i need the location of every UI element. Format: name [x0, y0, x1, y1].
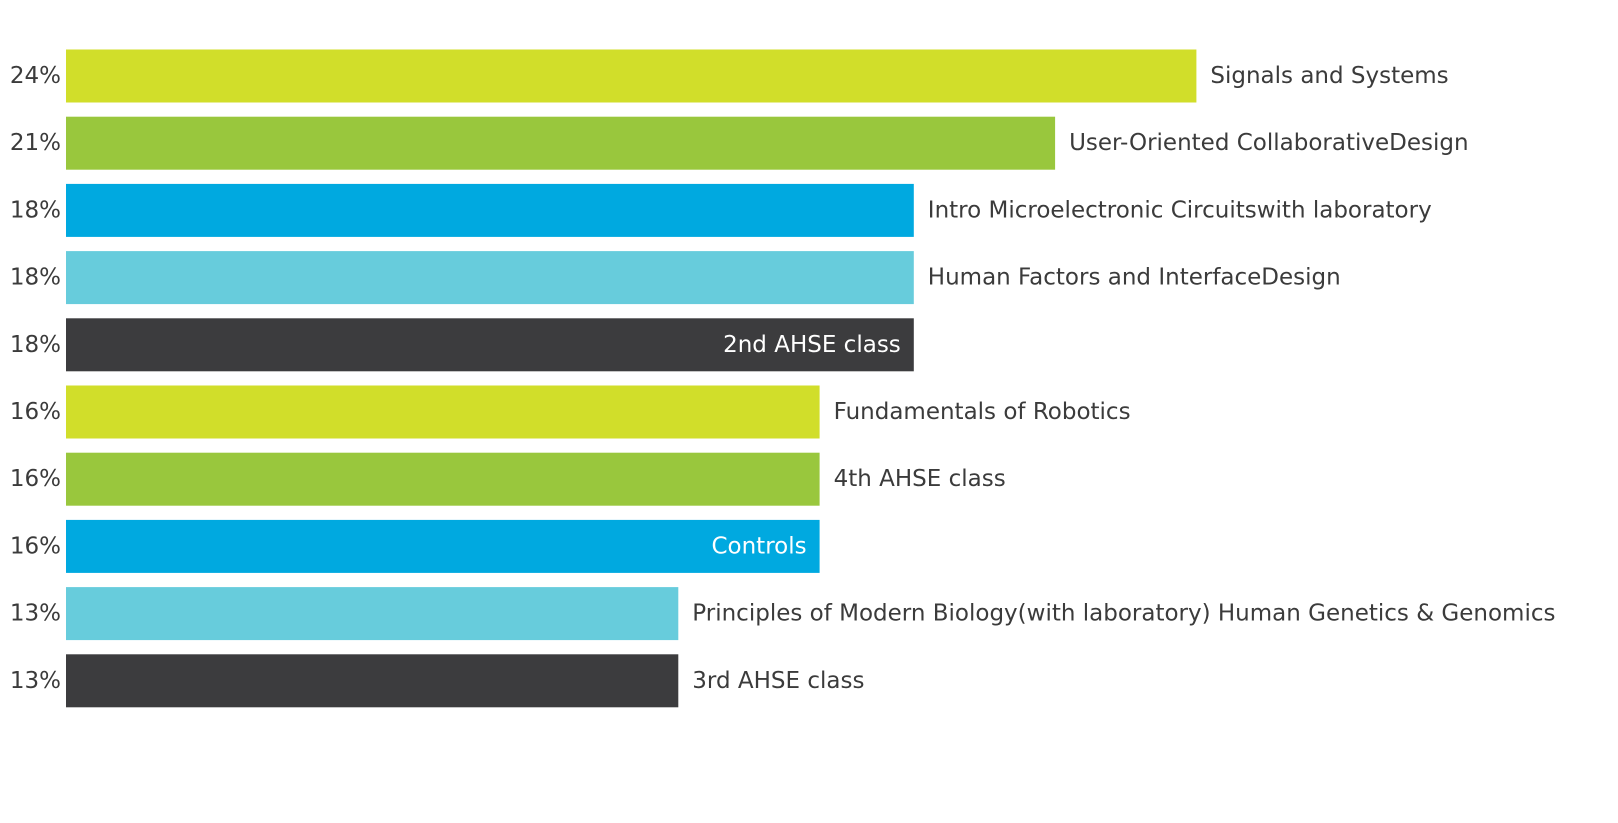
value-label: 24%: [10, 63, 61, 89]
bar-row: 16% Fundamentals of Robotics: [10, 385, 1131, 439]
category-label: Signals and Systems: [1210, 63, 1448, 89]
bar-row: 18% Human Factors and InterfaceDesign: [10, 251, 1341, 305]
bar: [66, 519, 820, 573]
value-label: 18%: [10, 332, 61, 358]
bar: [66, 251, 914, 305]
category-label: Controls: [711, 533, 806, 559]
bar: [66, 183, 914, 237]
bar-row: 13% 3rd AHSE class: [10, 654, 864, 708]
category-label: Intro Microelectronic Circuitswith labor…: [928, 197, 1432, 223]
value-label: 13%: [10, 668, 61, 694]
category-label: User-Oriented CollaborativeDesign: [1069, 130, 1468, 156]
category-label: 3rd AHSE class: [692, 668, 864, 694]
value-label: 21%: [10, 130, 61, 156]
bar-row: 16% Controls: [10, 519, 820, 573]
bar: [66, 49, 1197, 103]
value-label: 18%: [10, 265, 61, 291]
bar: [66, 385, 820, 439]
bar-row: 13% Principles of Modern Biology(with lab…: [10, 587, 1555, 641]
value-label: 16%: [10, 466, 61, 492]
bar: [66, 318, 914, 372]
value-label: 18%: [10, 197, 61, 223]
bar-row: 21% User-Oriented CollaborativeDesign: [10, 116, 1469, 170]
bar: [66, 654, 679, 708]
bar-row: 24% Signals and Systems: [10, 49, 1449, 103]
bar-row: 18% Intro Microelectronic Circuitswith la…: [10, 183, 1432, 237]
bar: [66, 587, 679, 641]
category-label: Human Factors and InterfaceDesign: [928, 265, 1341, 291]
category-label: Fundamentals of Robotics: [834, 399, 1131, 425]
bar-row: 18% 2nd AHSE class: [10, 318, 914, 372]
category-label: 4th AHSE class: [834, 466, 1006, 492]
category-label: 2nd AHSE class: [723, 332, 901, 358]
bar-row: 16% 4th AHSE class: [10, 452, 1006, 506]
bar: [66, 116, 1056, 170]
category-label: Principles of Modern Biology(with labora…: [692, 601, 1555, 627]
bars-group: 24% Signals and Systems 21% User-Oriented C…: [10, 49, 1555, 708]
value-label: 13%: [10, 601, 61, 627]
value-label: 16%: [10, 399, 61, 425]
bar: [66, 452, 820, 506]
value-label: 16%: [10, 533, 61, 559]
